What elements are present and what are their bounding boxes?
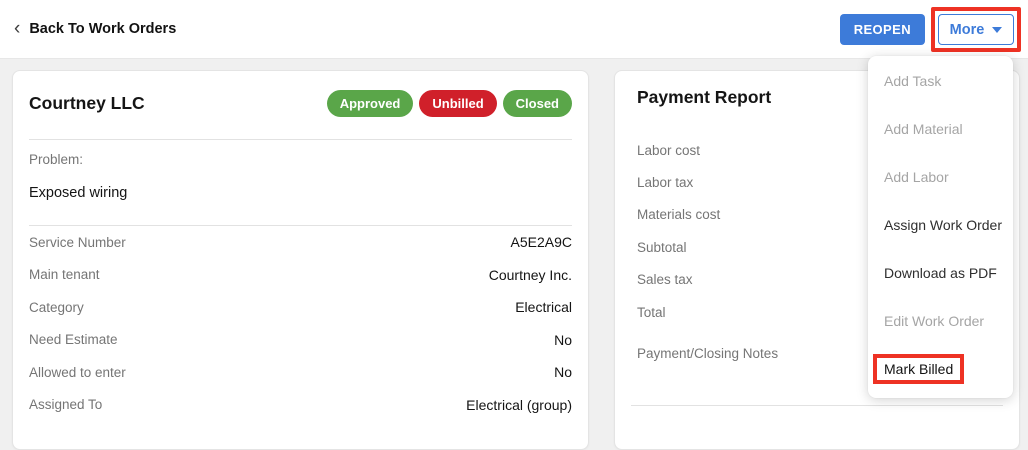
payment-row-label: Labor cost xyxy=(637,142,701,158)
menu-item-label: Mark Billed xyxy=(873,354,965,384)
back-chevron-icon: ‹ xyxy=(14,18,21,39)
topbar-actions: REOPEN More xyxy=(839,0,1021,59)
menu-item: Add Task xyxy=(868,57,1013,105)
menu-item-label: Edit Work Order xyxy=(884,313,985,329)
menu-item: Add Material xyxy=(868,105,1013,153)
menu-item[interactable]: Assign Work Order xyxy=(868,201,1013,249)
status-badge: Approved xyxy=(326,89,414,117)
payment-row-label: Total xyxy=(637,304,666,320)
detail-row: Allowed to enter No xyxy=(29,356,572,389)
back-link-label: Back To Work Orders xyxy=(29,21,177,37)
menu-item-label: Add Task xyxy=(884,73,942,89)
detail-label: Allowed to enter xyxy=(29,364,126,380)
back-to-work-orders-link[interactable]: ‹ Back To Work Orders xyxy=(14,19,176,39)
menu-item: Add Labor xyxy=(868,153,1013,201)
topbar: ‹ Back To Work Orders REOPEN More xyxy=(0,0,1028,59)
reopen-button[interactable]: REOPEN xyxy=(839,14,925,45)
payment-row-label: Labor tax xyxy=(637,175,694,191)
detail-value: A5E2A9C xyxy=(510,234,572,251)
more-button[interactable]: More xyxy=(938,14,1014,45)
work-order-title: Courtney LLC xyxy=(29,92,145,113)
divider xyxy=(631,405,1003,406)
detail-value: Courtney Inc. xyxy=(488,266,572,283)
more-button-label: More xyxy=(949,21,985,38)
work-order-header: Courtney LLC Approved Unbilled Closed xyxy=(29,88,572,118)
payment-row-label: Payment/Closing Notes xyxy=(637,346,779,362)
payment-report-title: Payment Report xyxy=(637,87,772,107)
payment-report-rows: Labor cost Labor tax Materials cost Subt… xyxy=(637,134,997,370)
detail-value: No xyxy=(554,364,572,381)
status-badge: Unbilled xyxy=(419,89,497,117)
detail-value: No xyxy=(554,331,572,348)
detail-label: Service Number xyxy=(29,234,126,250)
divider xyxy=(29,139,572,140)
payment-row-label: Materials cost xyxy=(637,207,721,223)
detail-label: Need Estimate xyxy=(29,332,118,348)
detail-row: Need Estimate No xyxy=(29,324,572,357)
status-badge: Closed xyxy=(502,89,572,117)
problem-value: Exposed wiring xyxy=(29,185,128,201)
menu-item-label: Download as PDF xyxy=(884,265,997,281)
more-dropdown-menu: Add Task Add Material Add Labor Assign W… xyxy=(868,56,1013,398)
work-order-card: Courtney LLC Approved Unbilled Closed Pr… xyxy=(12,70,589,450)
detail-row: Service Number A5E2A9C xyxy=(29,226,572,259)
detail-row: Category Electrical xyxy=(29,291,572,324)
menu-item-label: Assign Work Order xyxy=(884,217,1002,233)
menu-item-label: Add Material xyxy=(884,121,963,137)
problem-label: Problem: xyxy=(29,152,84,167)
payment-row-label: Subtotal xyxy=(637,239,687,255)
menu-item[interactable]: Download as PDF xyxy=(868,249,1013,297)
payment-row-label: Sales tax xyxy=(637,272,693,288)
menu-item-label: Add Labor xyxy=(884,169,949,185)
detail-label: Category xyxy=(29,299,84,315)
menu-item[interactable]: Mark Billed xyxy=(868,345,1013,393)
work-order-details: Service Number A5E2A9C Main tenant Court… xyxy=(29,226,572,421)
detail-row: Assigned To Electrical (group) xyxy=(29,389,572,422)
detail-label: Main tenant xyxy=(29,267,100,283)
detail-value: Electrical (group) xyxy=(466,396,572,413)
detail-row: Main tenant Courtney Inc. xyxy=(29,259,572,292)
divider xyxy=(29,225,572,226)
detail-value: Electrical xyxy=(515,299,572,316)
chevron-down-icon xyxy=(992,26,1003,33)
status-badges: Approved Unbilled Closed xyxy=(321,89,572,117)
detail-label: Assigned To xyxy=(29,397,103,413)
menu-item: Edit Work Order xyxy=(868,297,1013,345)
annotation-box-more: More xyxy=(931,7,1021,52)
